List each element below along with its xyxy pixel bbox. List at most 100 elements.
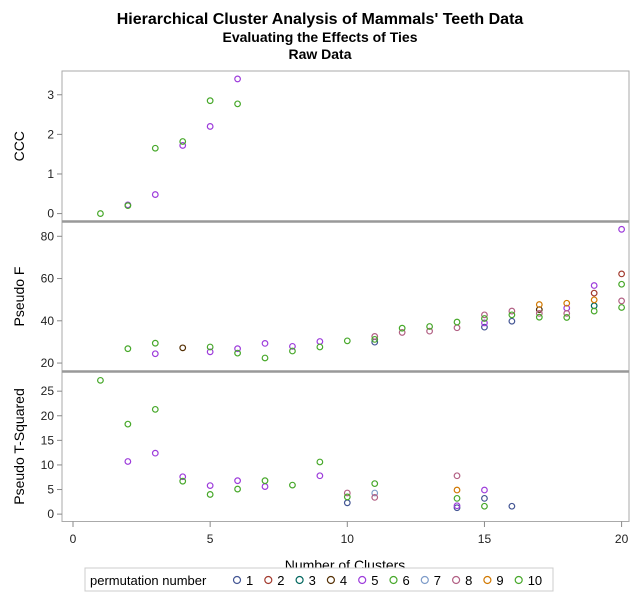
y-tick-label: 80 <box>41 229 55 243</box>
y-tick-label: 3 <box>47 88 54 102</box>
data-point-series-1 <box>453 504 461 512</box>
data-point-series-10 <box>206 97 214 105</box>
data-point-series-9 <box>563 299 571 307</box>
x-tick-label: 0 <box>70 532 77 546</box>
data-point-series-8 <box>453 324 461 332</box>
data-point-series-10 <box>371 335 379 343</box>
legend-label: 5 <box>371 573 378 588</box>
y-tick-label: 5 <box>47 483 54 497</box>
data-point-series-9 <box>590 296 598 304</box>
panel-frame <box>61 221 630 372</box>
legend-item-2: 2 <box>264 573 285 588</box>
data-point-series-5 <box>206 482 214 489</box>
legend-label: 8 <box>465 573 472 588</box>
data-point-series-8 <box>398 329 406 336</box>
data-point-series-10 <box>618 280 625 288</box>
data-point-series-10 <box>261 354 269 362</box>
y-tick-label: 0 <box>47 207 54 221</box>
y-axis-label: CCC <box>11 131 27 161</box>
data-point-series-5 <box>151 191 159 198</box>
data-point-series-5 <box>234 75 241 83</box>
data-point-series-10 <box>124 420 132 428</box>
data-point-series-10 <box>206 343 214 351</box>
data-point-series-8 <box>371 333 379 340</box>
data-point-series-4 <box>179 344 187 352</box>
legend-marker <box>452 575 461 585</box>
data-point-series-5 <box>618 225 625 233</box>
legend-marker <box>264 575 273 585</box>
legend-item-4: 4 <box>326 573 347 588</box>
panel-pseudo_f: 20 40 60 80 Pseudo F <box>11 220 630 372</box>
data-point-series-10 <box>151 144 159 152</box>
data-point-series-10 <box>289 347 296 355</box>
y-tick-label: 40 <box>41 314 55 328</box>
data-point-series-5 <box>234 477 241 485</box>
data-point-series-10 <box>426 323 433 330</box>
legend-marker <box>232 575 242 585</box>
legend-item-7: 7 <box>420 573 441 588</box>
data-point-series-5 <box>453 502 461 510</box>
legend-marker <box>389 575 398 585</box>
data-point-series-1 <box>481 323 488 331</box>
data-point-series-8 <box>535 310 543 317</box>
data-point-series-5 <box>481 486 488 494</box>
data-point-series-1 <box>343 499 351 507</box>
legend-item-10: 10 <box>514 573 542 588</box>
data-point-series-9 <box>453 486 461 494</box>
data-point-series-10 <box>179 138 187 145</box>
legend-marker <box>358 575 367 585</box>
data-point-series-10 <box>398 324 406 332</box>
legend-marker <box>420 575 429 585</box>
legend-item-9: 9 <box>483 573 504 588</box>
x-tick-label: 15 <box>478 532 492 546</box>
data-point-series-10 <box>151 339 159 347</box>
data-point-series-10 <box>316 343 324 351</box>
data-point-series-5 <box>316 472 324 480</box>
y-tick-label: 25 <box>41 384 55 398</box>
y-tick-label: 10 <box>41 458 55 472</box>
y-tick-label: 15 <box>41 433 55 447</box>
data-point-series-5 <box>261 340 269 347</box>
panel-ccc: 0 1 2 3 CCC <box>11 70 630 222</box>
data-point-series-10 <box>234 485 241 493</box>
legend-label: 3 <box>309 573 316 588</box>
y-tick-label: 1 <box>47 167 54 181</box>
chart-title: Hierarchical Cluster Analysis of Mammals… <box>117 11 524 28</box>
data-point-series-8 <box>453 472 461 480</box>
legend-label: 10 <box>528 573 542 588</box>
data-point-series-7 <box>371 489 379 497</box>
legend-marker <box>514 575 523 585</box>
data-point-series-5 <box>124 458 132 465</box>
data-point-series-5 <box>151 449 159 457</box>
legend-item-1: 1 <box>232 573 253 588</box>
data-point-series-10 <box>124 202 132 210</box>
data-point-series-10 <box>481 502 488 510</box>
data-point-series-10 <box>508 311 516 319</box>
data-point-series-5 <box>590 282 598 289</box>
legend-label: 1 <box>246 573 253 588</box>
data-point-series-10 <box>289 481 296 489</box>
data-point-series-8 <box>426 327 433 335</box>
legend-marker <box>326 575 335 585</box>
data-point-series-10 <box>206 491 214 498</box>
y-tick-label: 0 <box>47 507 54 521</box>
legend-label: 2 <box>277 573 284 588</box>
y-axis-label: Pseudo T-Squared <box>11 388 27 505</box>
legend-item-6: 6 <box>389 573 410 588</box>
data-point-series-1 <box>508 502 516 510</box>
data-point-series-8 <box>371 494 379 501</box>
legend-item-5: 5 <box>358 573 378 588</box>
data-point-series-5 <box>261 483 269 490</box>
x-tick-label: 5 <box>207 532 214 546</box>
data-point-series-5 <box>206 123 214 130</box>
legend-title: permutation number <box>90 573 207 588</box>
legend-label: 4 <box>340 573 347 588</box>
data-point-series-10 <box>316 458 324 466</box>
data-point-series-5 <box>179 142 187 149</box>
data-point-series-2 <box>618 270 625 278</box>
legend-item-8: 8 <box>452 573 472 588</box>
data-point-series-10 <box>234 349 241 357</box>
data-point-series-10 <box>343 337 351 345</box>
y-axis-label: Pseudo F <box>11 267 27 327</box>
